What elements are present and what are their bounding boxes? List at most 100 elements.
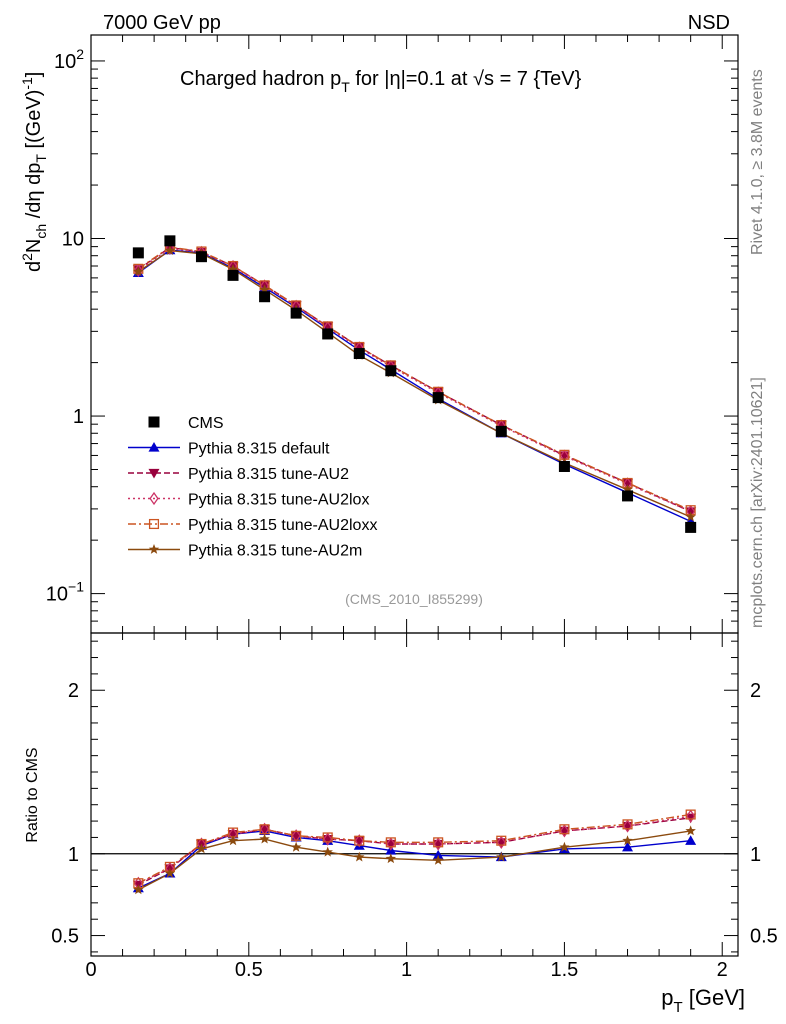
ratio-panel: 0.5 0.5 1 1 2 2 Ratio to CMS — [24, 632, 778, 957]
ratio-point-4 — [622, 835, 633, 846]
cms-data-point — [622, 490, 634, 502]
ratio-y-tick-label-right: 2 — [750, 680, 761, 702]
legend-marker-3 — [148, 518, 160, 530]
side-label-bottom: mcplots.cern.ch [arXiv:2401.10621] — [749, 377, 766, 628]
y-tick-label: 10−1 — [46, 579, 84, 606]
ratio-point-4 — [227, 835, 239, 846]
main-title: Charged hadron pT for |η|=0.1 at √s = 7 … — [180, 68, 582, 95]
ratio-point-2 — [291, 829, 301, 843]
cms-data-point — [290, 307, 302, 319]
ratio-point-0 — [622, 841, 634, 852]
ratio-point-3 — [433, 837, 444, 848]
ratio-point-2 — [559, 824, 570, 838]
ratio-point-3 — [622, 819, 633, 830]
ratio-point-4 — [685, 825, 696, 836]
x-axis-label: pT [GeV] — [661, 985, 745, 1016]
ratio-point-4 — [164, 867, 176, 878]
legend-marker-1 — [148, 468, 160, 479]
ratio-point-3 — [291, 830, 302, 841]
analysis-label: (CMS_2010_I855299) — [345, 591, 483, 607]
cms-data-point — [432, 392, 444, 404]
ratio-point-3 — [322, 832, 333, 843]
cms-data-point — [164, 235, 176, 247]
ratio-panel-frame — [90, 632, 739, 957]
legend-label-cms: CMS — [188, 415, 224, 432]
ratio-point-2 — [433, 837, 443, 851]
cms-data-point — [558, 460, 570, 472]
ratio-point-2 — [386, 837, 396, 851]
legend-marker-0 — [148, 442, 160, 452]
ratio-y-ticks: 0.5 0.5 1 1 2 2 — [51, 640, 778, 953]
ratio-y-tick-label: 0.5 — [51, 926, 79, 948]
ratio-point-2 — [622, 819, 633, 833]
y-tick-label: 1 — [73, 406, 84, 428]
header-right: NSD — [688, 12, 730, 34]
ratio-y-tick-label-right: 0.5 — [750, 926, 778, 948]
series-point-4 — [227, 263, 239, 274]
series-point-2 — [133, 263, 143, 278]
x-axis-ticks: 0 0.5 1 1.5 2 — [85, 35, 728, 981]
x-tick-label: 1.5 — [551, 959, 579, 981]
cms-data-point — [322, 328, 334, 340]
x-tick-label: 0 — [85, 959, 96, 981]
ratio-point-3 — [385, 837, 396, 848]
legend-label-1: Pythia 8.315 tune-AU2 — [188, 466, 349, 483]
legend-marker-2 — [149, 491, 159, 506]
ratio-point-4 — [196, 843, 207, 854]
ratio-point-2 — [496, 835, 506, 849]
ratio-ylabel: Ratio to CMS — [24, 747, 41, 842]
ratio-point-4 — [133, 884, 144, 895]
legend-marker-4 — [148, 544, 160, 554]
main-panel: 10−1 1 10 102 Charged hadron pT for |η|=0.1… — [19, 34, 739, 634]
series-point-2 — [165, 241, 175, 255]
legend: CMS Pythia 8.315 default Pythia 8.315 tune… — [128, 415, 377, 560]
x-tick-label: 2 — [717, 959, 728, 981]
ratio-point-4 — [496, 851, 507, 862]
ratio-point-3 — [685, 809, 696, 820]
y-tick-label: 102 — [54, 46, 84, 73]
cms-data-point — [385, 365, 397, 377]
legend-label-4: Pythia 8.315 tune-AU2m — [188, 543, 362, 560]
legend-label-0: Pythia 8.315 default — [188, 441, 330, 458]
cms-data-point — [495, 425, 507, 437]
ratio-line-4 — [137, 830, 691, 891]
ratio-point-4 — [385, 853, 397, 864]
ratio-point-4 — [290, 841, 302, 852]
ratio-line-0 — [138, 830, 691, 889]
ratio-point-4 — [559, 841, 570, 852]
series-point-4 — [685, 511, 696, 522]
ratio-series-markers — [132, 809, 697, 895]
ratio-point-0 — [432, 849, 444, 860]
cms-data-points — [132, 235, 697, 533]
main-y-ticks: 10−1 1 10 102 — [46, 46, 738, 634]
side-label-top: Rivet 4.1.0, ≥ 3.8M events — [749, 69, 766, 255]
cms-data-point — [685, 521, 697, 533]
ratio-point-4 — [259, 833, 270, 844]
main-ylabel: d2Nch /dη dpT [(GeV)-1] — [19, 72, 49, 272]
ratio-point-4 — [322, 846, 333, 857]
legend-label-2: Pythia 8.315 tune-AU2lox — [188, 492, 369, 509]
header-left: 7000 GeV pp — [103, 12, 221, 34]
ratio-point-3 — [559, 824, 570, 835]
ratio-y-tick-label-right: 1 — [750, 844, 761, 866]
ratio-y-tick-label: 2 — [68, 680, 79, 702]
ratio-point-3 — [354, 835, 365, 846]
series-point-4 — [622, 484, 633, 495]
series-point-4 — [164, 245, 176, 255]
ratio-point-0 — [685, 835, 697, 845]
series-point-4 — [259, 284, 270, 295]
ratio-point-2 — [686, 809, 696, 823]
series-point-1 — [322, 322, 334, 332]
cms-data-point — [227, 269, 239, 281]
x-tick-label: 0.5 — [235, 959, 263, 981]
ratio-point-4 — [354, 851, 365, 862]
ratio-point-4 — [432, 854, 444, 865]
cms-data-point — [259, 291, 271, 303]
ratio-line-3 — [137, 813, 691, 884]
ratio-point-2 — [323, 832, 333, 846]
series-point-4 — [133, 266, 144, 277]
cms-data-point — [195, 251, 207, 263]
cms-data-point — [132, 247, 144, 259]
legend-label-3: Pythia 8.315 tune-AU2loxx — [188, 517, 377, 534]
